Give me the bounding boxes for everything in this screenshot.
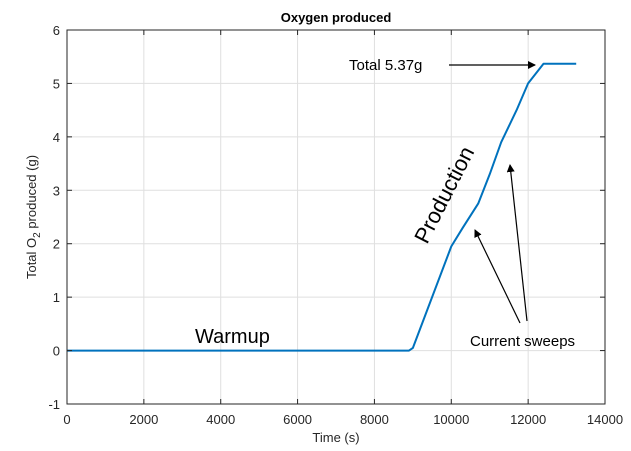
x-tick-label: 0 [63, 412, 70, 427]
annotation-sweeps-label: Current sweeps [470, 333, 575, 350]
annotation-sweeps: Current sweeps [470, 164, 575, 350]
x-tick-label: 12000 [510, 412, 546, 427]
grid-lines [67, 30, 605, 404]
y-tick-label: 1 [53, 290, 60, 305]
plot-frame [66, 29, 606, 405]
x-tick-label: 4000 [206, 412, 235, 427]
x-tick-label: 10000 [433, 412, 469, 427]
chart-title: Oxygen produced [281, 10, 392, 25]
annotation-total-label: Total 5.37g [349, 57, 422, 74]
y-tick-label: 4 [53, 130, 60, 145]
annotation-sweeps-arrow-2 [506, 164, 528, 322]
y-tick-label: 5 [53, 76, 60, 91]
y-tick-label: 2 [53, 237, 60, 252]
y-axis-title: Total O2 produced (g) [24, 155, 43, 279]
x-tick-label: 8000 [360, 412, 389, 427]
y-tick-label: -1 [48, 397, 60, 412]
series-layer [67, 62, 577, 352]
annotation-sweeps-arrow-1 [474, 229, 521, 324]
x-tick-label: 14000 [587, 412, 623, 427]
axis-ticks: 0 2000 4000 6000 8000 10000 12000 14000-1012345… [48, 23, 623, 427]
y-tick-label: 3 [53, 183, 60, 198]
series-line-0 [67, 62, 577, 352]
x-axis-title: Time (s) [312, 430, 359, 445]
y-tick-label: 0 [53, 344, 60, 359]
annotation-warmup: Warmup [195, 326, 270, 348]
y-axis-subscript: 2 [32, 232, 43, 238]
x-tick-label: 6000 [283, 412, 312, 427]
y-tick-label: 6 [53, 23, 60, 38]
annotation-total: Total 5.37g [349, 57, 536, 74]
x-tick-label: 2000 [129, 412, 158, 427]
